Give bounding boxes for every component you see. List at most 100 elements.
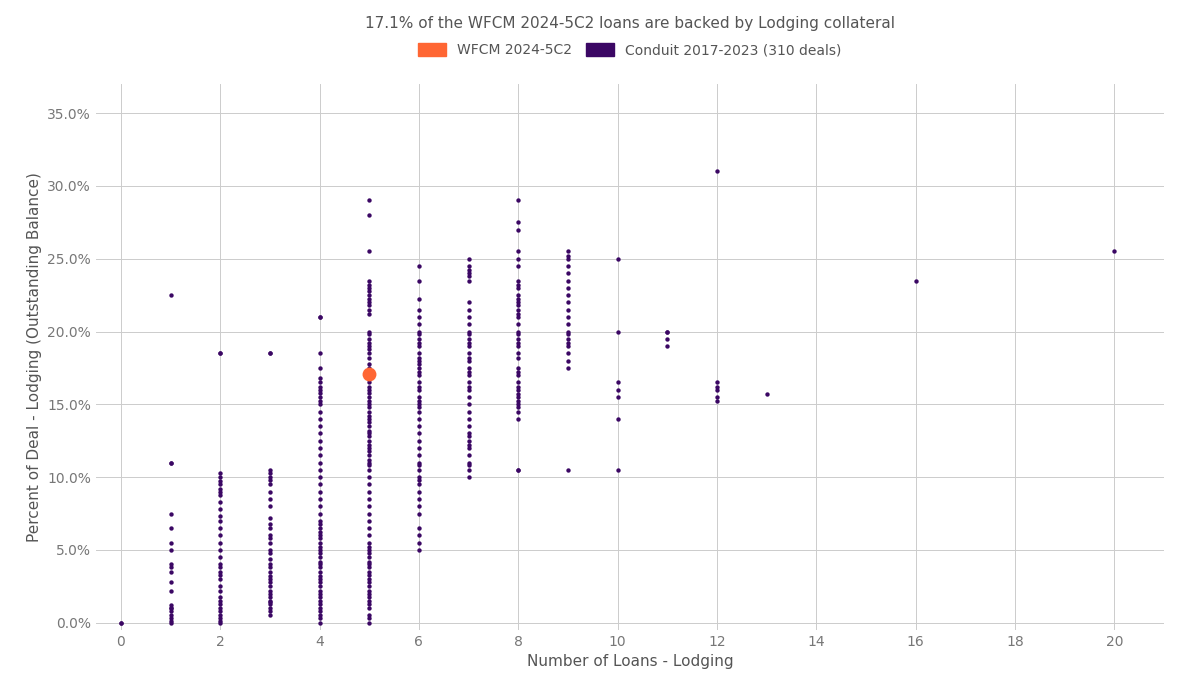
Point xyxy=(458,377,478,388)
Point xyxy=(260,598,280,610)
Point xyxy=(310,391,329,402)
Point xyxy=(409,395,428,407)
Point xyxy=(310,312,329,323)
Point xyxy=(360,304,379,315)
Point xyxy=(210,348,229,359)
Point xyxy=(260,606,280,617)
Point xyxy=(260,570,280,582)
Point xyxy=(310,500,329,512)
Point xyxy=(161,576,180,587)
Point xyxy=(310,457,329,468)
Point xyxy=(360,573,379,584)
Point xyxy=(310,387,329,398)
Point xyxy=(360,442,379,454)
Point xyxy=(558,282,577,293)
Point xyxy=(360,464,379,475)
Point xyxy=(409,464,428,475)
Point xyxy=(458,449,478,461)
Point xyxy=(310,537,329,548)
X-axis label: Number of Loans - Lodging: Number of Loans - Lodging xyxy=(527,654,733,669)
Point xyxy=(509,294,528,305)
Point xyxy=(360,297,379,308)
Point xyxy=(458,460,478,471)
Point xyxy=(409,508,428,519)
Point xyxy=(458,370,478,381)
Point xyxy=(558,363,577,374)
Point xyxy=(458,363,478,374)
Point xyxy=(210,486,229,497)
Point xyxy=(161,603,180,614)
Point xyxy=(310,421,329,432)
Point xyxy=(360,435,379,447)
Point xyxy=(360,344,379,355)
Point xyxy=(260,494,280,505)
Point xyxy=(260,472,280,483)
Point xyxy=(409,442,428,454)
Point xyxy=(458,384,478,395)
Point xyxy=(360,387,379,398)
Point xyxy=(260,545,280,556)
Point xyxy=(161,617,180,629)
Point xyxy=(310,562,329,573)
Point xyxy=(458,472,478,483)
Point xyxy=(360,294,379,305)
Point xyxy=(210,606,229,617)
Point xyxy=(360,329,379,340)
Point xyxy=(360,530,379,541)
Point xyxy=(409,275,428,286)
Point xyxy=(260,547,280,559)
Point xyxy=(310,533,329,544)
Point xyxy=(458,260,478,272)
Point xyxy=(360,209,379,220)
Point xyxy=(360,457,379,468)
Point xyxy=(161,600,180,611)
Point xyxy=(509,282,528,293)
Point xyxy=(558,318,577,330)
Point xyxy=(310,527,329,538)
Point xyxy=(310,573,329,584)
Point xyxy=(360,367,379,378)
Point xyxy=(360,562,379,573)
Point xyxy=(161,290,180,301)
Point xyxy=(360,195,379,206)
Point xyxy=(260,348,280,359)
Point xyxy=(558,260,577,272)
Point xyxy=(360,460,379,471)
Point xyxy=(458,337,478,349)
Point xyxy=(409,329,428,340)
Point xyxy=(210,573,229,584)
Point xyxy=(509,253,528,265)
Point xyxy=(360,552,379,563)
Point xyxy=(360,598,379,610)
Point xyxy=(409,384,428,395)
Point xyxy=(509,395,528,407)
Point xyxy=(210,483,229,494)
Point xyxy=(409,326,428,337)
Point xyxy=(558,355,577,366)
Point xyxy=(310,559,329,570)
Point xyxy=(161,566,180,578)
Point xyxy=(707,391,726,402)
Point xyxy=(360,612,379,624)
Point xyxy=(210,511,229,522)
Point xyxy=(458,435,478,447)
Point xyxy=(360,508,379,519)
Point xyxy=(310,435,329,447)
Point xyxy=(161,612,180,624)
Point xyxy=(260,610,280,621)
Point xyxy=(658,326,677,337)
Point xyxy=(558,253,577,265)
Point xyxy=(210,612,229,624)
Point xyxy=(707,382,726,393)
Point xyxy=(409,435,428,447)
Point xyxy=(360,541,379,552)
Point xyxy=(161,545,180,556)
Point xyxy=(509,300,528,311)
Point xyxy=(360,494,379,505)
Point xyxy=(409,545,428,556)
Point xyxy=(458,326,478,337)
Point xyxy=(310,612,329,624)
Point xyxy=(310,576,329,587)
Point xyxy=(210,472,229,483)
Point xyxy=(310,384,329,395)
